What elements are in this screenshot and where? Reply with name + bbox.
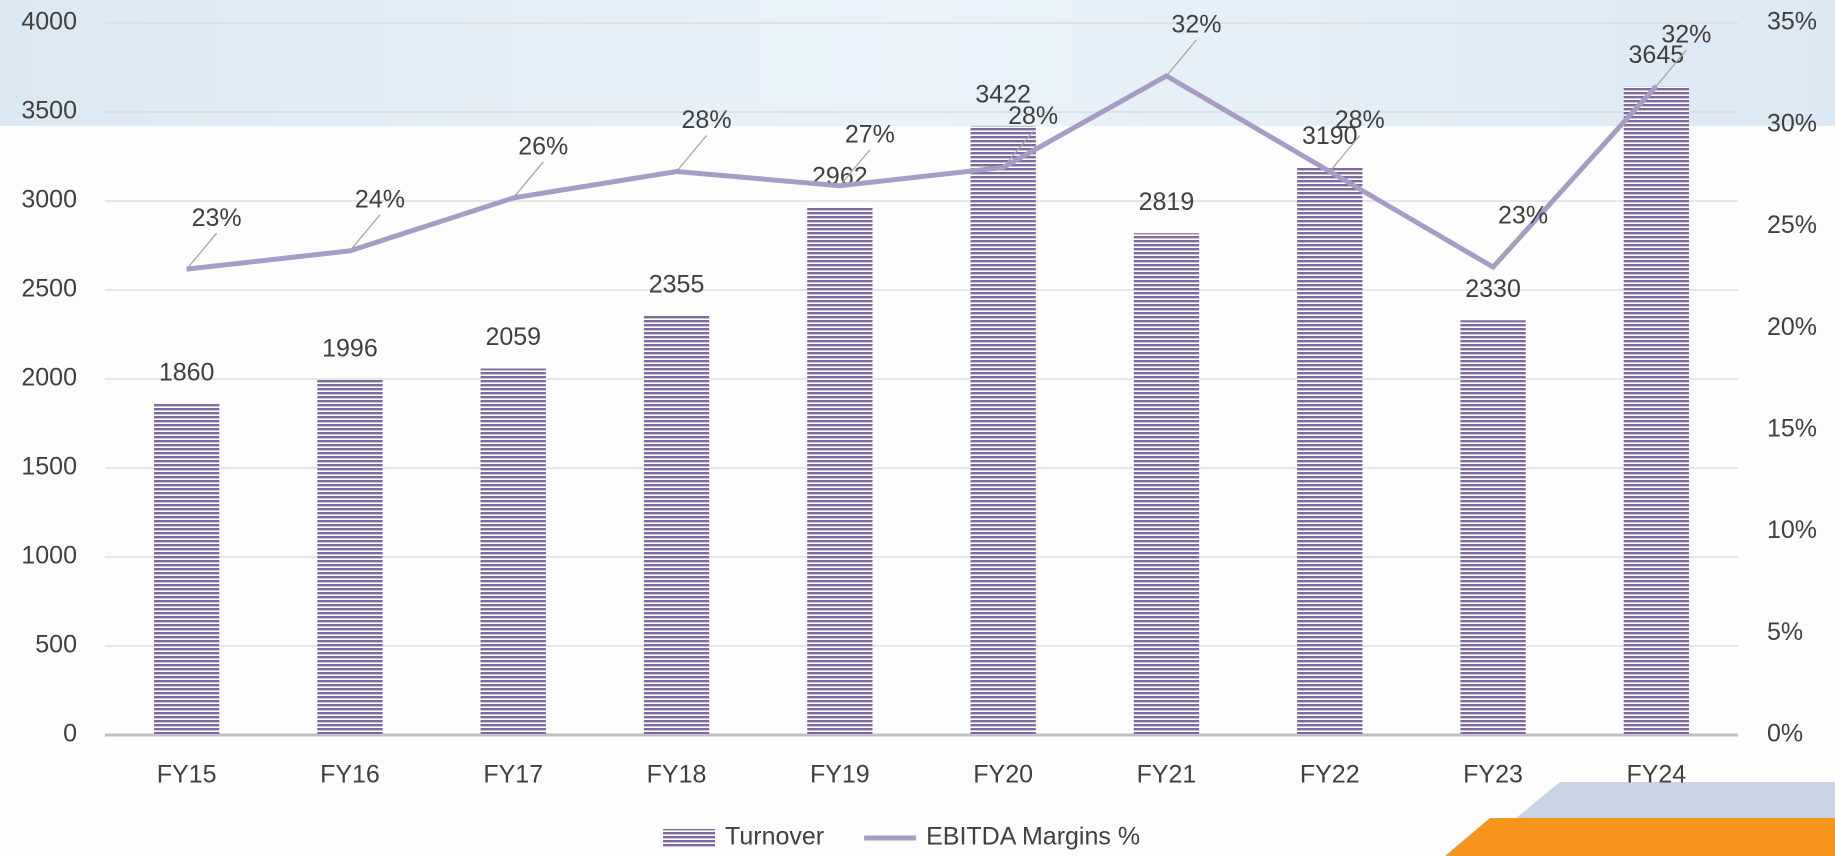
y-tick-label: 2000 <box>21 364 77 392</box>
y2-tick-label: 0% <box>1767 720 1803 748</box>
line-value-label: 24% <box>355 185 405 213</box>
x-tick-label: FY23 <box>1463 761 1523 789</box>
bar-value-label: 2819 <box>1139 188 1195 216</box>
bar <box>807 208 872 735</box>
legend-label: Turnover <box>725 823 824 851</box>
bar <box>1624 86 1689 735</box>
legend-swatch <box>663 829 715 847</box>
bar-value-label: 1860 <box>159 359 215 387</box>
x-tick-label: FY20 <box>973 761 1033 789</box>
line-value-label: 23% <box>192 204 242 232</box>
bar <box>481 368 546 735</box>
y-tick-label: 3500 <box>21 97 77 125</box>
chart: 0 500 1000 1500 2000 2500 3000 3500 4000 0% 5% 10% 1… <box>0 0 1835 856</box>
bar <box>1297 167 1362 735</box>
bar <box>970 126 1035 735</box>
y-tick-label: 4000 <box>21 8 77 36</box>
leader-line <box>187 233 217 269</box>
y-tick-label: 2500 <box>21 275 77 303</box>
bar-value-label: 2059 <box>485 323 541 351</box>
x-tick-label: FY15 <box>157 761 217 789</box>
x-tick-label: FY19 <box>810 761 870 789</box>
line-value-label: 26% <box>518 133 568 161</box>
line-value-label: 28% <box>682 106 732 134</box>
line-value-label: 28% <box>1008 102 1058 130</box>
leader-line <box>677 136 707 172</box>
y2-tick-label: 5% <box>1767 618 1803 646</box>
y-tick-label: 3000 <box>21 186 77 214</box>
header-band <box>0 0 1835 126</box>
line-value-label: 27% <box>845 120 895 148</box>
x-tick-label: FY22 <box>1300 761 1360 789</box>
y-tick-label: 1500 <box>21 453 77 481</box>
bar <box>1134 233 1199 735</box>
y2-tick-label: 25% <box>1767 211 1817 239</box>
x-tick-label: FY17 <box>483 761 543 789</box>
line-value-label: 32% <box>1171 11 1221 39</box>
x-tick-label: FY24 <box>1626 761 1686 789</box>
bar-value-label: 2330 <box>1465 275 1521 303</box>
x-tick-label: FY16 <box>320 761 380 789</box>
bar <box>1460 320 1525 735</box>
y2-tick-label: 15% <box>1767 414 1817 442</box>
y2-tick-label: 20% <box>1767 313 1817 341</box>
decor-orange <box>1445 818 1835 856</box>
y2-tick-label: 30% <box>1767 109 1817 137</box>
y-tick-label: 500 <box>35 631 77 659</box>
leader-line <box>1493 231 1523 267</box>
y-tick-label: 0 <box>63 720 77 748</box>
x-tick-label: FY21 <box>1137 761 1197 789</box>
line-value-label: 32% <box>1661 21 1711 49</box>
bar <box>317 380 382 735</box>
bar-value-label: 2355 <box>649 270 705 298</box>
line-value-label: 23% <box>1498 202 1548 230</box>
bar <box>154 404 219 735</box>
bar-value-label: 1996 <box>322 334 378 362</box>
y-tick-label: 1000 <box>21 542 77 570</box>
legend-label: EBITDA Margins % <box>926 823 1140 851</box>
y2-tick-label: 10% <box>1767 516 1817 544</box>
bar <box>644 316 709 735</box>
line-value-label: 28% <box>1335 106 1385 134</box>
y2-tick-label: 35% <box>1767 8 1817 36</box>
x-tick-label: FY18 <box>647 761 707 789</box>
